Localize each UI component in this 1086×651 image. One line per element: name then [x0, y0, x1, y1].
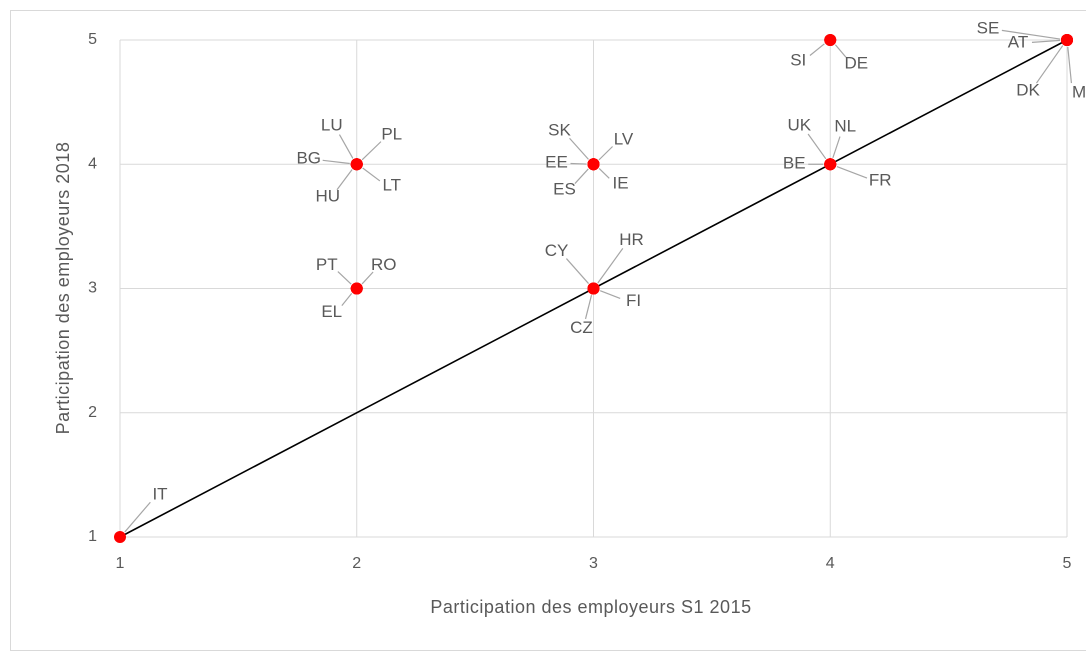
point	[114, 531, 126, 543]
leader-line	[362, 167, 381, 182]
point	[587, 158, 600, 171]
point	[824, 34, 837, 46]
leader-line	[337, 271, 352, 285]
chart-frame	[10, 10, 1086, 651]
point-label: CZ	[570, 318, 593, 337]
point-label: EE	[545, 153, 568, 172]
x-tick-label: 2	[352, 555, 361, 572]
x-tick-label: 4	[826, 555, 835, 572]
point-label: SK	[548, 121, 571, 140]
leader-line	[834, 44, 847, 58]
leader-line	[1036, 45, 1064, 84]
point-label: PT	[316, 255, 338, 274]
x-tick-label: 5	[1063, 555, 1072, 572]
leader-line	[836, 165, 868, 179]
leader-line	[809, 43, 825, 56]
y-tick-label: 5	[88, 31, 97, 48]
point-label: RO	[371, 255, 397, 274]
point	[587, 282, 600, 295]
leader-line	[1001, 29, 1061, 40]
point-label: BE	[783, 154, 806, 173]
y-axis-title: Participation des employeurs 2018	[53, 142, 73, 435]
point	[350, 282, 363, 295]
leader-line	[322, 159, 350, 165]
point-label: NL	[834, 117, 856, 136]
leader-line	[598, 146, 613, 161]
x-tick-label: 3	[589, 555, 598, 572]
point-label: IE	[612, 174, 628, 193]
point-label: LT	[382, 176, 401, 195]
point-label: DK	[1016, 80, 1040, 99]
point-label: SE	[977, 18, 1000, 37]
leader-line	[598, 167, 610, 179]
point-label: PL	[381, 125, 402, 144]
y-tick-label: 4	[88, 155, 97, 172]
point	[350, 158, 363, 171]
y-tick-label: 2	[88, 404, 97, 421]
x-tick-label: 1	[116, 555, 125, 572]
point-label: LV	[614, 130, 634, 149]
point-label: SI	[790, 50, 806, 69]
point-label: AT	[1008, 32, 1028, 51]
point-label: DE	[844, 53, 868, 72]
leader-line	[599, 290, 621, 299]
x-axis-title: Participation des employeurs S1 2015	[430, 597, 751, 617]
leader-line	[832, 136, 841, 158]
leader-line	[1031, 39, 1061, 43]
point-label: HU	[315, 187, 340, 206]
point-label: ES	[553, 180, 576, 199]
leader-line	[124, 501, 151, 533]
y-tick-label: 1	[88, 528, 97, 545]
leader-line	[341, 292, 353, 306]
leader-line	[807, 133, 827, 160]
leader-line	[361, 141, 382, 161]
point-label: MT	[1072, 82, 1086, 101]
y-tick-label: 3	[88, 280, 97, 297]
point-label: HR	[619, 230, 644, 249]
point	[824, 158, 837, 171]
point-label: UK	[787, 116, 811, 135]
point-label: FI	[626, 291, 641, 310]
leader-line	[361, 271, 374, 285]
point-label: CY	[545, 241, 569, 260]
point-label: FR	[869, 171, 892, 190]
leader-line	[570, 162, 587, 165]
leader-line	[338, 134, 354, 159]
point-label: BG	[296, 149, 321, 168]
point-label: EL	[321, 302, 342, 321]
leader-line	[569, 137, 589, 160]
leader-line	[584, 295, 593, 320]
leader-line	[574, 168, 589, 184]
leader-line	[597, 247, 624, 284]
leader-line	[565, 258, 589, 284]
point	[1061, 34, 1073, 46]
leader-line	[1067, 46, 1073, 84]
point-label: LU	[321, 116, 343, 135]
point-label: IT	[152, 484, 167, 503]
leader-line	[336, 169, 353, 191]
